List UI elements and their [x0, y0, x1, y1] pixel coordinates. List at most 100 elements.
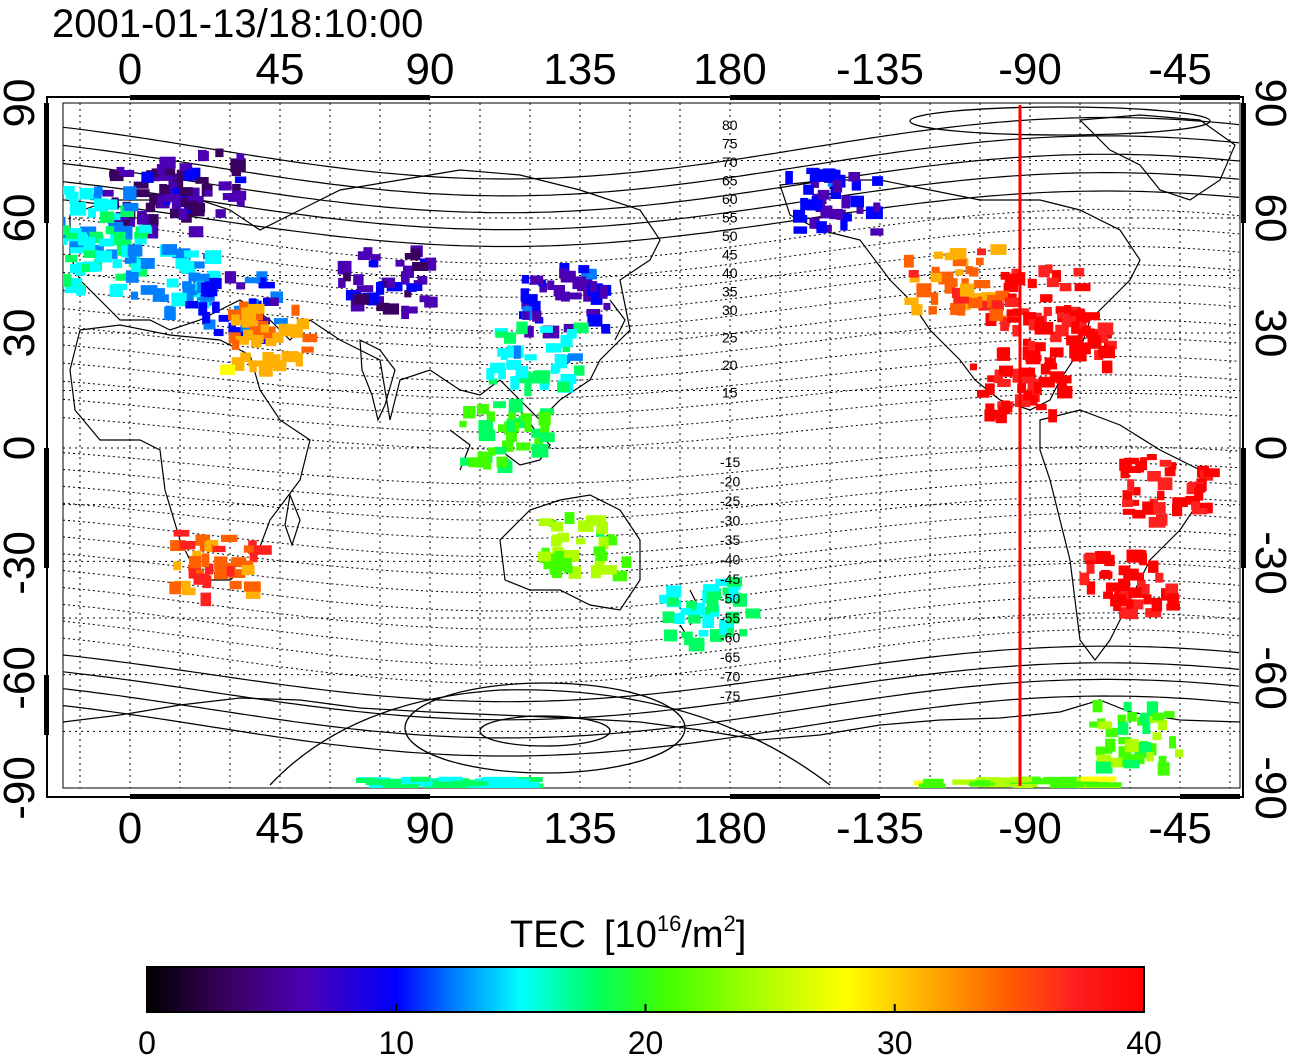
tec-cell	[1060, 781, 1099, 787]
tec-cell	[573, 322, 589, 334]
tec-cell	[89, 264, 102, 272]
tec-cell	[532, 310, 542, 322]
bottom-lon-tick-label: -90	[998, 804, 1062, 853]
tec-cell	[1146, 752, 1154, 762]
tec-cell	[127, 216, 136, 227]
tec-cell	[1105, 727, 1118, 738]
tec-cell	[121, 237, 132, 246]
tec-cell	[95, 250, 113, 263]
tec-cell	[152, 294, 169, 302]
tec-cell	[961, 278, 969, 285]
tec-cell	[301, 346, 314, 353]
tec-cell	[172, 250, 188, 259]
tec-cell	[574, 365, 585, 376]
tec-cell	[1023, 390, 1033, 401]
tec-cell	[567, 292, 582, 300]
tec-cell	[1027, 278, 1037, 289]
tec-cell	[923, 778, 944, 784]
tec-cell	[218, 181, 232, 191]
tec-cell	[1117, 714, 1127, 724]
contour-label: 80	[722, 117, 738, 133]
tec-cell	[270, 291, 283, 303]
tec-cell	[424, 296, 438, 308]
tec-cell	[195, 177, 209, 184]
tec-cell	[550, 366, 559, 374]
tec-cell	[1185, 495, 1195, 505]
tec-cell	[221, 534, 238, 542]
tec-cell	[995, 409, 1007, 424]
tec-cell	[1096, 551, 1103, 562]
contour-line	[63, 116, 1240, 180]
tec-cell	[1057, 312, 1065, 319]
tec-cell	[226, 566, 235, 577]
tec-cell	[1055, 306, 1067, 314]
tec-cell	[702, 590, 710, 604]
tec-cell	[990, 777, 1028, 783]
contour-label: -15	[720, 454, 740, 470]
tec-cell	[522, 311, 530, 320]
tec-cell	[1003, 283, 1019, 292]
tec-cell	[406, 283, 423, 291]
tec-cell	[131, 267, 148, 277]
tec-cell	[578, 520, 594, 532]
right-lat-tick-label: -90	[1246, 756, 1292, 820]
tec-cell	[516, 781, 540, 787]
contour-label: 70	[722, 154, 738, 170]
tec-cell	[289, 324, 303, 338]
top-lon-tick-label: 90	[406, 45, 455, 94]
tec-cell	[353, 274, 364, 285]
tec-cell	[908, 270, 919, 278]
left-lat-tick-label: 60	[0, 194, 44, 243]
tec-cell	[575, 538, 586, 545]
tec-cell	[265, 338, 277, 347]
tec-cell	[1059, 283, 1072, 292]
tec-cell	[179, 261, 195, 272]
tec-cell	[179, 541, 196, 550]
tec-cell	[557, 381, 570, 392]
tec-cell	[598, 537, 609, 549]
tec-cell	[686, 600, 697, 611]
tec-cell	[563, 323, 574, 333]
tec-cell	[504, 332, 517, 344]
tec-cell	[1137, 579, 1146, 589]
tec-cell	[916, 283, 932, 298]
left-lat-tick-label: -60	[0, 646, 44, 710]
contour-line	[63, 545, 1240, 594]
tec-cell	[134, 235, 147, 245]
tec-cell	[194, 261, 205, 269]
tec-cell	[204, 190, 213, 196]
contour-label: 75	[722, 136, 738, 152]
tec-cell	[1164, 467, 1176, 477]
contour-line	[63, 411, 1240, 450]
tec-cell	[564, 512, 575, 524]
tec-cell	[559, 263, 570, 272]
tec-cell	[235, 336, 250, 345]
tec-cell	[105, 226, 115, 235]
tec-cell	[1166, 603, 1180, 611]
tec-cell	[1157, 762, 1170, 776]
tec-cell	[185, 291, 194, 302]
tec-cell	[1086, 782, 1122, 788]
tec-cell	[363, 247, 373, 259]
tec-cell	[438, 776, 463, 782]
tec-cell	[232, 184, 241, 194]
tec-cell	[581, 268, 597, 280]
tec-cell	[969, 781, 990, 787]
tec-cell	[524, 354, 537, 361]
tec-cell	[488, 447, 496, 456]
tec-cell	[993, 375, 1004, 384]
tec-cell	[516, 442, 531, 451]
south-pole-contour-outer	[269, 689, 831, 786]
tec-cell	[1083, 312, 1100, 321]
tec-cell	[1105, 738, 1116, 752]
tec-cell	[459, 420, 467, 428]
left-lat-tick-label: 90	[0, 79, 44, 128]
tec-cell	[187, 187, 200, 198]
tec-cell	[1099, 345, 1115, 359]
tec-cell	[793, 209, 806, 223]
tec-cell	[1157, 719, 1168, 731]
tec-cell	[856, 203, 864, 214]
tec-cell	[1118, 578, 1131, 591]
tec-cell	[538, 518, 553, 527]
tec-cell	[583, 289, 593, 302]
